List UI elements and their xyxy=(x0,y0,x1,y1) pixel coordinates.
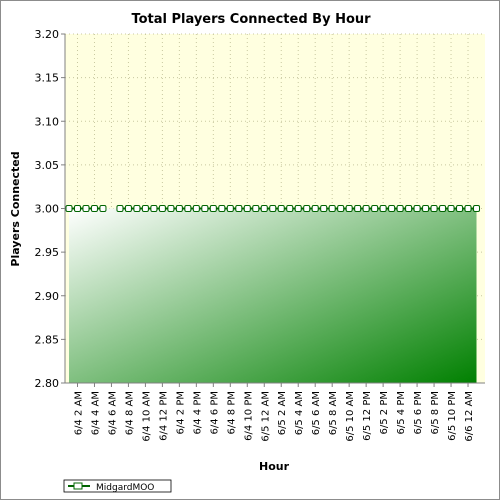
x-tick-label: 6/4 12 PM xyxy=(158,391,169,441)
x-tick-label: 6/4 8 AM xyxy=(124,391,135,435)
data-point xyxy=(65,205,73,212)
data-point xyxy=(286,205,294,212)
x-tick-label: 6/5 12 PM xyxy=(362,391,373,441)
data-point xyxy=(337,205,345,212)
data-point xyxy=(90,205,98,212)
legend-marker xyxy=(73,482,83,490)
data-point xyxy=(73,205,81,212)
x-tick-label: 6/5 10 PM xyxy=(447,391,458,441)
x-tick-label: 6/5 2 AM xyxy=(277,391,288,435)
y-tick-label: 3.20 xyxy=(35,28,60,41)
data-point xyxy=(447,205,455,212)
axes: 2.80 2.85 2.90 2.95 3.00 3.05 3.10 3.15 3.20 6/4 … xyxy=(35,28,485,442)
x-tick-label: 6/4 10 AM xyxy=(141,391,152,442)
y-tick-label: 3.05 xyxy=(35,159,60,172)
data-point xyxy=(184,205,192,212)
y-tick-label: 3.15 xyxy=(35,72,60,85)
x-tick-label: 6/4 4 AM xyxy=(90,391,101,435)
x-tick-label: 6/4 8 PM xyxy=(226,391,237,434)
data-point xyxy=(252,205,260,212)
data-point xyxy=(116,205,124,212)
y-tick-label: 3.00 xyxy=(35,203,60,216)
data-point xyxy=(430,205,438,212)
data-point xyxy=(235,205,243,212)
area-fill xyxy=(69,208,477,383)
x-tick-label: 6/5 12 AM xyxy=(260,391,271,442)
legend-box xyxy=(63,479,172,493)
data-point xyxy=(269,205,277,212)
x-tick-label: 6/4 10 PM xyxy=(243,391,254,441)
data-point xyxy=(226,205,234,212)
x-tick-label: 6/5 4 AM xyxy=(294,391,305,435)
data-point xyxy=(243,205,251,212)
data-point xyxy=(473,205,481,212)
data-point xyxy=(311,205,319,212)
data-point xyxy=(345,205,353,212)
data-point xyxy=(354,205,362,212)
x-tick-label: 6/5 6 AM xyxy=(311,391,322,435)
data-point xyxy=(150,205,158,212)
data-point xyxy=(328,205,336,212)
data-point xyxy=(464,205,472,212)
x-tick-label: 6/4 4 PM xyxy=(192,391,203,434)
y-tick-label: 2.80 xyxy=(35,377,60,390)
data-point xyxy=(362,205,370,212)
data-point xyxy=(260,205,268,212)
x-tick-label: 6/4 2 AM xyxy=(73,391,84,435)
x-tick-label: 6/5 8 PM xyxy=(430,391,441,434)
data-point xyxy=(405,205,413,212)
x-tick-label: 6/5 6 PM xyxy=(413,391,424,434)
y-tick-label: 3.10 xyxy=(35,115,60,128)
x-tick-label: 6/4 6 PM xyxy=(209,391,220,434)
data-point xyxy=(218,205,226,212)
x-tick-label: 6/5 10 AM xyxy=(345,391,356,442)
chart-title: Total Players Connected By Hour xyxy=(131,12,371,27)
x-tick-label: 6/5 4 PM xyxy=(396,391,407,434)
y-axis-label: Players Connected xyxy=(9,151,22,266)
data-point xyxy=(124,205,132,212)
data-point xyxy=(371,205,379,212)
data-point xyxy=(294,205,302,212)
x-tick-label: 6/6 12 AM xyxy=(464,391,475,442)
data-point xyxy=(141,205,149,212)
data-point xyxy=(209,205,217,212)
data-point xyxy=(456,205,464,212)
data-point xyxy=(167,205,175,212)
x-tick-label: 6/5 2 PM xyxy=(379,391,390,434)
legend-label: MidgardMOO xyxy=(96,483,154,493)
data-point xyxy=(388,205,396,212)
x-tick-label: 6/5 8 AM xyxy=(328,391,339,435)
data-point xyxy=(133,205,141,212)
x-tick-label: 6/4 2 PM xyxy=(175,391,186,434)
data-point xyxy=(82,205,90,212)
data-point xyxy=(99,205,107,212)
data-point xyxy=(175,205,183,212)
legend: MidgardMOO xyxy=(63,479,172,493)
data-point xyxy=(158,205,166,212)
data-point xyxy=(303,205,311,212)
y-tick-label: 2.85 xyxy=(35,333,60,346)
y-tick-label: 2.90 xyxy=(35,290,60,303)
data-point xyxy=(201,205,209,212)
data-point xyxy=(413,205,421,212)
data-point xyxy=(277,205,285,212)
y-tick-label: 2.95 xyxy=(35,246,60,259)
data-point xyxy=(320,205,328,212)
series-layer xyxy=(65,205,481,212)
data-point xyxy=(192,205,200,212)
data-point xyxy=(422,205,430,212)
data-point xyxy=(396,205,404,212)
data-point xyxy=(379,205,387,212)
x-axis-label: Hour xyxy=(259,460,290,473)
data-point xyxy=(439,205,447,212)
x-tick-label: 6/4 6 AM xyxy=(107,391,118,435)
